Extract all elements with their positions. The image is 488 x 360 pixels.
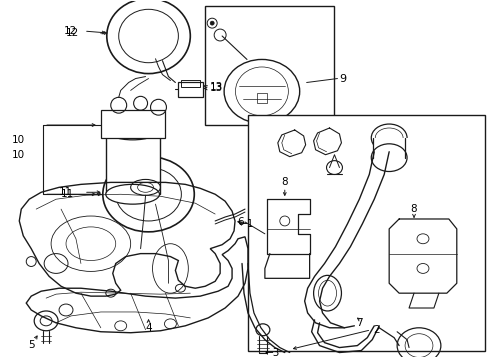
Bar	[372, 138, 408, 158]
Text: 13: 13	[210, 84, 223, 94]
Text: ←3: ←3	[264, 347, 280, 357]
Bar	[181, 80, 200, 87]
Text: 10: 10	[11, 135, 24, 145]
Text: 7: 7	[356, 318, 362, 328]
Text: 5: 5	[28, 339, 35, 350]
Ellipse shape	[210, 21, 214, 25]
Bar	[247, 115, 484, 351]
Text: 2: 2	[372, 325, 379, 335]
Text: 9: 9	[339, 73, 346, 84]
Text: ←1: ←1	[238, 219, 253, 229]
Bar	[105, 130, 160, 194]
Text: 12: 12	[64, 26, 77, 36]
Bar	[178, 82, 203, 97]
Text: 11: 11	[59, 187, 72, 197]
Text: 8: 8	[410, 204, 416, 214]
Text: 12: 12	[66, 28, 79, 38]
Text: 6: 6	[237, 217, 244, 227]
Bar	[256, 93, 266, 103]
Text: 4: 4	[145, 323, 152, 333]
Text: 8: 8	[281, 177, 287, 188]
Bar	[101, 110, 165, 138]
Text: 11: 11	[61, 189, 74, 199]
Ellipse shape	[105, 184, 159, 204]
Bar	[205, 6, 334, 125]
Text: 10: 10	[11, 150, 24, 160]
Text: 13: 13	[210, 82, 223, 93]
